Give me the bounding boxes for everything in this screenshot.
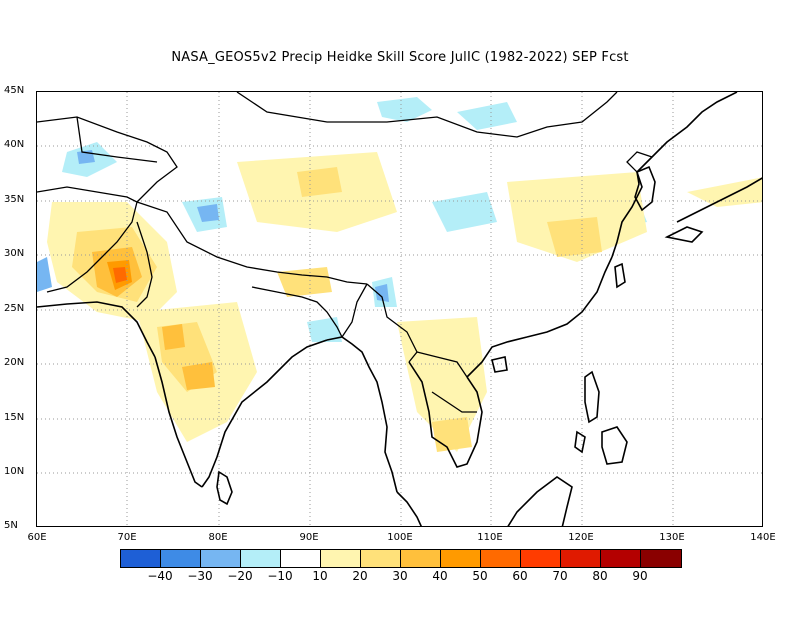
lat-label: 15N [4,412,25,423]
lon-label: 60E [27,532,47,543]
map-title: NASA_GEOS5v2 Precip Heidke Skill Score J… [171,50,629,65]
lon-label: 110E [477,532,503,543]
lon-label: 90E [299,532,319,543]
colorbar-tick-label: 50 [472,569,488,583]
lat-label: 10N [4,466,25,477]
lat-label: 40N [4,139,25,150]
coastlines [37,92,762,526]
lon-label: 120E [568,532,594,543]
lat-label: 30N [4,248,25,259]
lon-label: 130E [659,532,685,543]
colorbar-tick-label: 80 [592,569,608,583]
colorbar-swatch [121,550,161,567]
colorbar-swatch [561,550,601,567]
colorbar-tick-label: −40 [147,569,173,583]
skill-shading [37,97,762,452]
lat-label: 25N [4,303,25,314]
lon-label: 100E [387,532,413,543]
colorbar-tick-label: 30 [392,569,408,583]
lon-label: 80E [208,532,228,543]
colorbar-tick-label: 20 [352,569,368,583]
lat-label: 35N [4,194,25,205]
colorbar-swatch [361,550,401,567]
colorbar-tick-label: 10 [312,569,328,583]
map-frame [36,91,763,527]
colorbar-swatch [241,550,281,567]
lat-label: 45N [4,85,25,96]
colorbar-swatch [521,550,561,567]
colorbar-tick-label: −30 [187,569,213,583]
colorbar-swatch [441,550,481,567]
colorbar-swatch [481,550,521,567]
colorbar-tick-label: 60 [512,569,528,583]
colorbar [120,549,682,568]
lon-label: 70E [117,532,137,543]
lat-label: 5N [4,520,18,531]
country-borders [37,92,653,413]
grid-lines [37,92,762,526]
colorbar-swatch [641,550,681,567]
colorbar-tick-label: 90 [632,569,648,583]
colorbar-swatch [281,550,321,567]
colorbar-swatch [321,550,361,567]
colorbar-tick-label: 40 [432,569,448,583]
colorbar-tick-label: −20 [227,569,253,583]
colorbar-swatch [201,550,241,567]
colorbar-swatch [161,550,201,567]
map-canvas [37,92,762,526]
colorbar-tick-label: 70 [552,569,568,583]
colorbar-swatch [401,550,441,567]
colorbar-swatch [601,550,641,567]
colorbar-tick-label: −10 [267,569,293,583]
lat-label: 20N [4,357,25,368]
lon-label: 140E [750,532,776,543]
